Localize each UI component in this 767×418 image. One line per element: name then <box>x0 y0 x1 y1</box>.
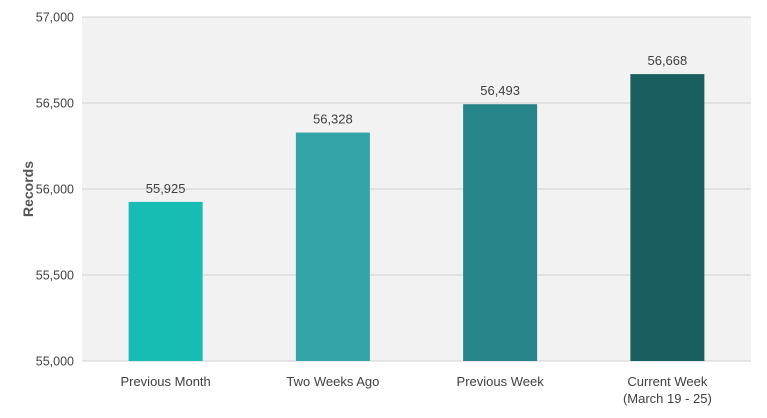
bar <box>630 74 705 361</box>
y-tick-label: 55,500 <box>36 269 74 283</box>
x-category-label: Current Week <box>627 374 707 389</box>
y-axis-ticks: 55,000 55,500 56,000 56,500 57,000 <box>36 11 74 369</box>
bar-value-label: 55,925 <box>146 181 186 196</box>
bar <box>463 104 538 361</box>
bar-value-label: 56,493 <box>480 83 520 98</box>
x-category-label: (March 19 - 25) <box>623 391 712 406</box>
x-category-label: Previous Month <box>120 374 210 389</box>
y-tick-label: 55,000 <box>36 355 74 369</box>
data-labels: 55,925 56,328 56,493 56,668 <box>146 53 688 196</box>
bar-value-label: 56,668 <box>647 53 687 68</box>
bar-value-label: 56,328 <box>313 112 353 127</box>
y-tick-label: 56,000 <box>36 183 74 197</box>
y-tick-label: 57,000 <box>36 11 74 25</box>
y-axis-label: Records <box>20 161 36 217</box>
y-tick-label: 56,500 <box>36 97 74 111</box>
x-category-label: Previous Week <box>457 374 545 389</box>
bar <box>295 132 370 361</box>
x-axis-categories: Previous Month Two Weeks Ago Previous Week… <box>120 374 711 406</box>
bars <box>128 74 705 361</box>
bar <box>128 201 203 361</box>
x-category-label: Two Weeks Ago <box>286 374 379 389</box>
